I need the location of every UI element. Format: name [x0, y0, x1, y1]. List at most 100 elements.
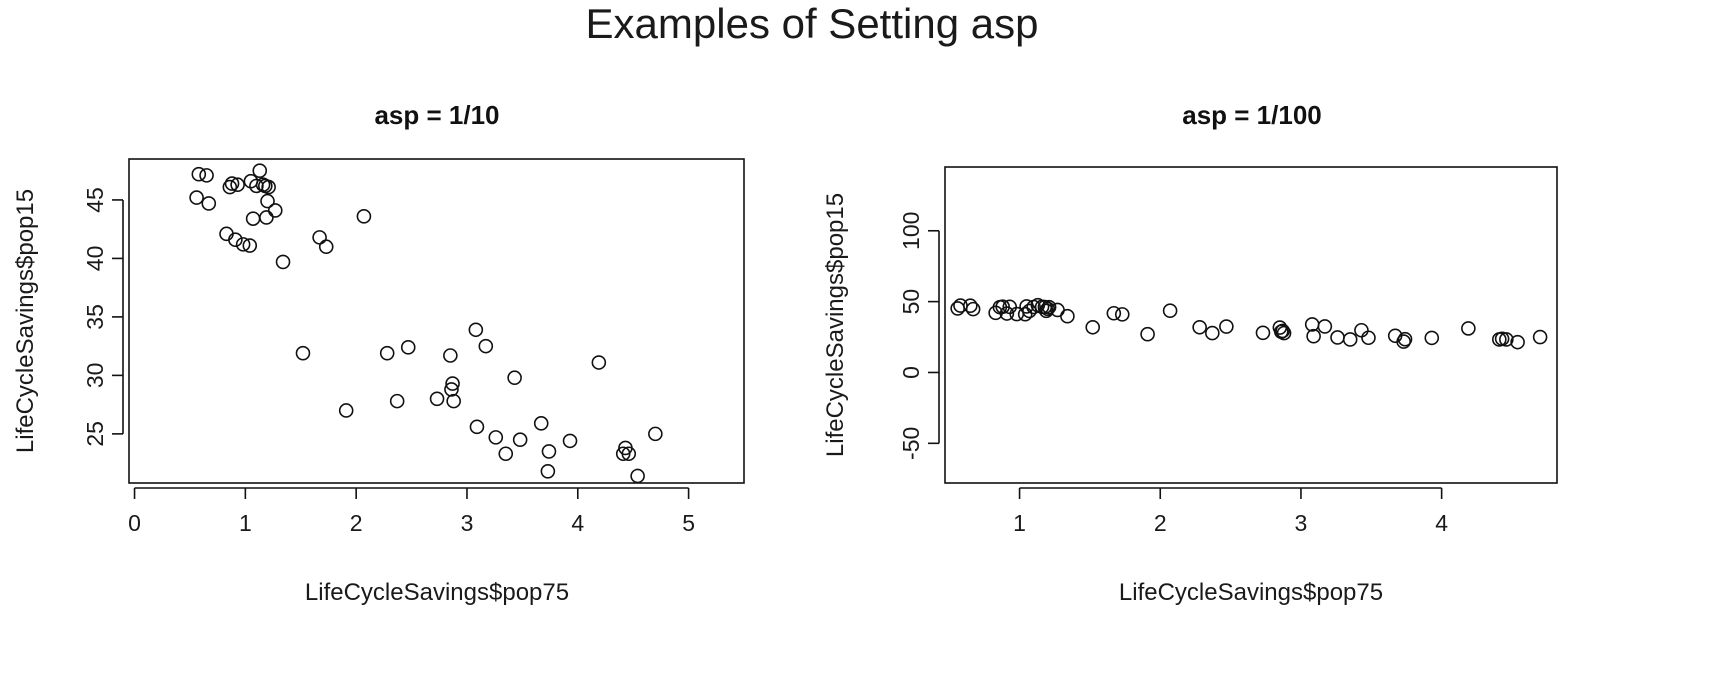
data-point-left [224, 176, 240, 191]
data-point-right [1040, 301, 1056, 317]
data-point-left [259, 210, 274, 225]
data-point-left [498, 446, 514, 462]
x-tick-label-left: 1 [239, 510, 252, 536]
scatter-panel-left: asp = 1/10 LifeCycleSavings$pop75 LifeCy… [12, 100, 745, 606]
figure-title: Examples of Setting asp [586, 0, 1039, 47]
data-point-right [1106, 305, 1122, 321]
data-point-right [1317, 319, 1333, 334]
data-point-left [512, 432, 528, 448]
data-point-left [541, 444, 557, 459]
data-point-left [312, 230, 327, 245]
x-tick-label-left: 5 [682, 510, 695, 536]
data-point-left [533, 416, 549, 431]
data-point-right [1085, 319, 1101, 335]
data-point-left [228, 232, 243, 248]
data-point-right [1361, 330, 1376, 346]
data-point-left [648, 426, 663, 442]
y-tick-label-right: -50 [898, 427, 924, 460]
data-point-left [444, 382, 459, 397]
data-point-left [478, 338, 494, 354]
x-tick-label-left: 2 [350, 510, 363, 536]
data-point-left [267, 203, 283, 218]
data-point-right [1499, 332, 1514, 347]
data-point-right [963, 298, 978, 314]
data-point-left [252, 163, 268, 178]
x-axis-label-left: LifeCycleSavings$pop75 [305, 579, 569, 606]
data-point-left [201, 196, 217, 211]
data-point-left [445, 376, 460, 391]
data-point-right [1304, 317, 1320, 332]
data-point-right [1162, 303, 1178, 318]
data-point-right [1041, 299, 1057, 315]
data-point-left [389, 393, 405, 409]
data-point-right [1017, 306, 1033, 322]
y-tick-label-right: 100 [898, 212, 924, 250]
data-point-right [965, 301, 981, 317]
data-point-right [1255, 325, 1271, 341]
data-point-left [235, 237, 251, 252]
data-point-left [222, 179, 238, 195]
plot-frame-left [128, 158, 745, 484]
data-point-right [1192, 319, 1207, 335]
data-point-left [446, 393, 461, 409]
data-point-left [507, 370, 522, 386]
data-point-left [191, 166, 207, 182]
data-point-left [261, 179, 276, 195]
data-point-left [275, 254, 291, 270]
data-point-right [1510, 334, 1525, 350]
x-tick-label-right: 2 [1154, 510, 1167, 536]
y-tick-label-right: 0 [898, 366, 924, 379]
y-tick-label-left: 40 [82, 246, 108, 272]
data-point-left [591, 355, 607, 370]
plot-frame-right [944, 166, 1558, 484]
data-point-right [950, 301, 965, 316]
panel-title-right: asp = 1/100 [1182, 100, 1322, 130]
data-point-left [621, 446, 637, 462]
x-tick-label-right: 1 [1013, 510, 1026, 536]
data-point-right [1424, 330, 1440, 346]
x-axis-label-right: LifeCycleSavings$pop75 [1119, 579, 1383, 606]
data-point-right [1038, 303, 1054, 319]
y-tick-label-right: 50 [898, 289, 924, 315]
y-tick-label-left: 25 [82, 421, 108, 447]
data-point-left [338, 403, 354, 418]
data-point-left [356, 209, 372, 224]
data-point-right [1396, 334, 1411, 349]
data-point-right [999, 306, 1015, 321]
x-tick-label-left: 0 [128, 510, 141, 536]
data-point-left [540, 464, 556, 479]
data-point-right [1342, 332, 1358, 347]
data-point-right [1205, 325, 1220, 341]
data-point-left [562, 433, 578, 449]
data-point-right [1330, 330, 1345, 345]
data-point-left [400, 340, 416, 355]
data-point-left [469, 419, 485, 435]
data-point-left [199, 168, 214, 183]
x-tick-label-left: 4 [571, 510, 584, 536]
data-point-left [318, 239, 334, 255]
data-point-right [1060, 308, 1075, 324]
data-point-left [260, 193, 275, 209]
data-point-left [468, 322, 484, 338]
data-point-left [379, 345, 395, 361]
x-tick-label-left: 3 [461, 510, 474, 536]
data-point-right [1354, 322, 1369, 338]
data-point-right [1532, 329, 1548, 345]
data-point-right [1114, 307, 1130, 322]
y-axis-label-left: LifeCycleSavings$pop15 [12, 189, 39, 453]
data-point-left [443, 348, 458, 363]
data-point-left [189, 190, 204, 205]
data-point-right [1306, 328, 1321, 344]
x-tick-label-right: 3 [1295, 510, 1308, 536]
data-point-right [1140, 326, 1155, 342]
panel-title-left: asp = 1/10 [374, 100, 499, 130]
y-tick-label-left: 30 [82, 363, 108, 389]
data-point-right [1276, 325, 1292, 341]
data-point-right [1219, 319, 1234, 334]
data-point-left [242, 238, 258, 253]
data-point-left [488, 430, 504, 445]
data-point-left [429, 391, 445, 407]
data-point-left [630, 468, 645, 484]
data-point-left [295, 345, 311, 361]
